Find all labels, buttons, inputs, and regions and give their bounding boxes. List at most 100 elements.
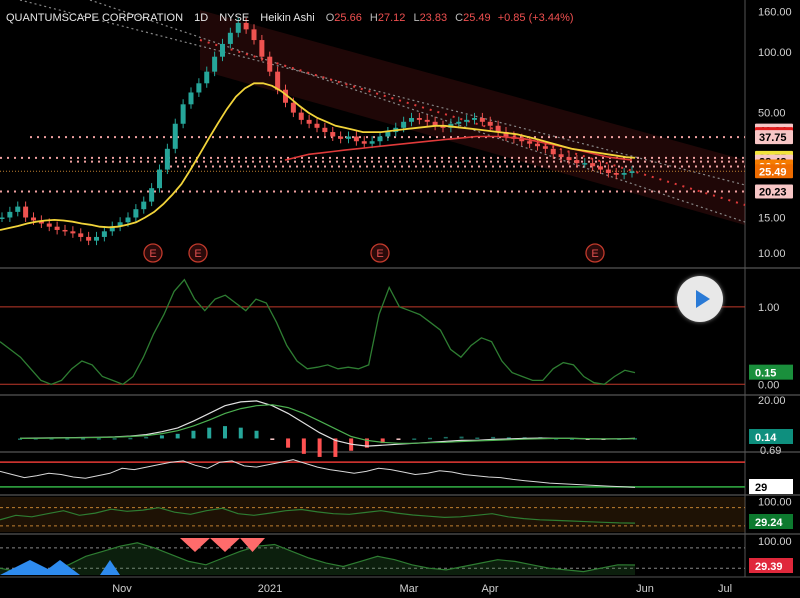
candle-body [503,132,509,137]
macd-bar [128,437,133,440]
candle-body [361,141,367,144]
candle-body [590,163,596,167]
macd-bar [270,438,275,440]
candle-body [164,148,170,170]
candles [0,17,635,246]
candle-body [550,148,556,155]
open-value: 25.66 [334,12,362,24]
candle-body [613,172,619,175]
pane-tick: 100.00 [758,536,792,548]
macd-bar [569,438,574,440]
price-badge-bg [755,130,793,145]
time-axis: Nov 2021 Mar Apr Jun Jul [112,583,732,595]
macd-pane: 20.00 0.140.69 [18,395,793,457]
candle-body [456,121,462,124]
price-tick: 15.00 [758,212,786,224]
candle-body [306,119,312,124]
pane-tick: 1.00 [758,302,779,314]
candle-body [23,206,29,218]
candle-body [117,222,123,227]
candle-body [401,121,407,128]
candle-body [243,22,249,30]
earnings-label: E [591,248,598,260]
fast-moving-average [0,82,636,231]
candle-body [220,43,225,57]
price-tick: 10.00 [758,248,786,260]
candle-body [416,118,422,120]
macd-bar [301,438,306,454]
time-tick: Nov [112,583,132,595]
candle-body [172,123,178,149]
value-badge-bg [749,479,793,494]
price-badge-bg [755,184,793,199]
candle-body [464,119,470,122]
price-badge-text: 25.49 [759,166,787,178]
candle-body [346,136,351,139]
value-badge: 0.15 [749,364,793,380]
time-tick: Jun [636,583,654,595]
value-badge-text: 29.39 [755,561,783,573]
candle-body [440,125,446,128]
candle-body [62,229,68,232]
candle-body [78,233,84,237]
symbol-name: QUANTUMSCAPE CORPORATION [6,12,183,24]
macd-bar [159,435,164,439]
macd-bar [144,436,149,439]
overbought-marker [240,538,265,552]
earnings-circle [188,243,208,263]
candle-body [353,136,359,142]
candle-body [227,32,233,44]
macd-bar [112,438,117,440]
candle-body [582,163,588,165]
earnings-circle [143,243,163,263]
candle-body [101,231,107,237]
candle-body [472,118,477,120]
macd-bar [238,427,243,439]
overbought-marker [180,538,210,552]
play-button[interactable] [677,276,723,322]
channel-line-1 [89,0,746,223]
oversold-marker [100,560,120,575]
candle-body [298,112,304,120]
candle-body [369,141,375,144]
earnings-circle [370,243,390,263]
interval: 1D [194,12,208,24]
price-badge: 37.75 [755,130,793,145]
value-badge-bg [749,364,793,380]
chart-style: Heikin Ashi [260,12,314,24]
price-badge: 25.49 [755,164,793,179]
change-value: +0.85 (+3.44%) [498,12,574,24]
candle-body [38,220,44,224]
candle-body [487,121,493,126]
macd-bar [175,433,180,439]
candle-body [283,89,288,103]
earnings-marker[interactable]: E [188,243,208,263]
macd-bar [396,438,401,440]
candle-body [598,166,603,170]
macd-bar [506,437,511,439]
macd-bar [443,436,448,439]
macd-bar [65,438,70,440]
candle-body [385,132,391,137]
earnings-marker[interactable]: E [585,243,605,263]
candle-body [235,22,241,33]
price-badge-text: 20.23 [759,186,787,198]
macd-bar [223,426,227,439]
earnings-marker[interactable]: E [370,243,390,263]
candle-body [314,123,320,128]
signal-line [19,404,636,444]
candle-body [157,169,162,189]
time-tick: 2021 [258,583,282,595]
macd-bar [364,438,369,448]
candle-body [180,104,186,124]
candle-body [251,29,257,41]
candle-body [204,71,210,84]
candle-body [535,143,540,147]
earnings-marker[interactable]: E [143,243,163,263]
macd-bar [380,438,385,444]
earnings-label: E [149,248,156,260]
candle-body [141,201,147,210]
value-badge: 29.24 [749,514,793,529]
